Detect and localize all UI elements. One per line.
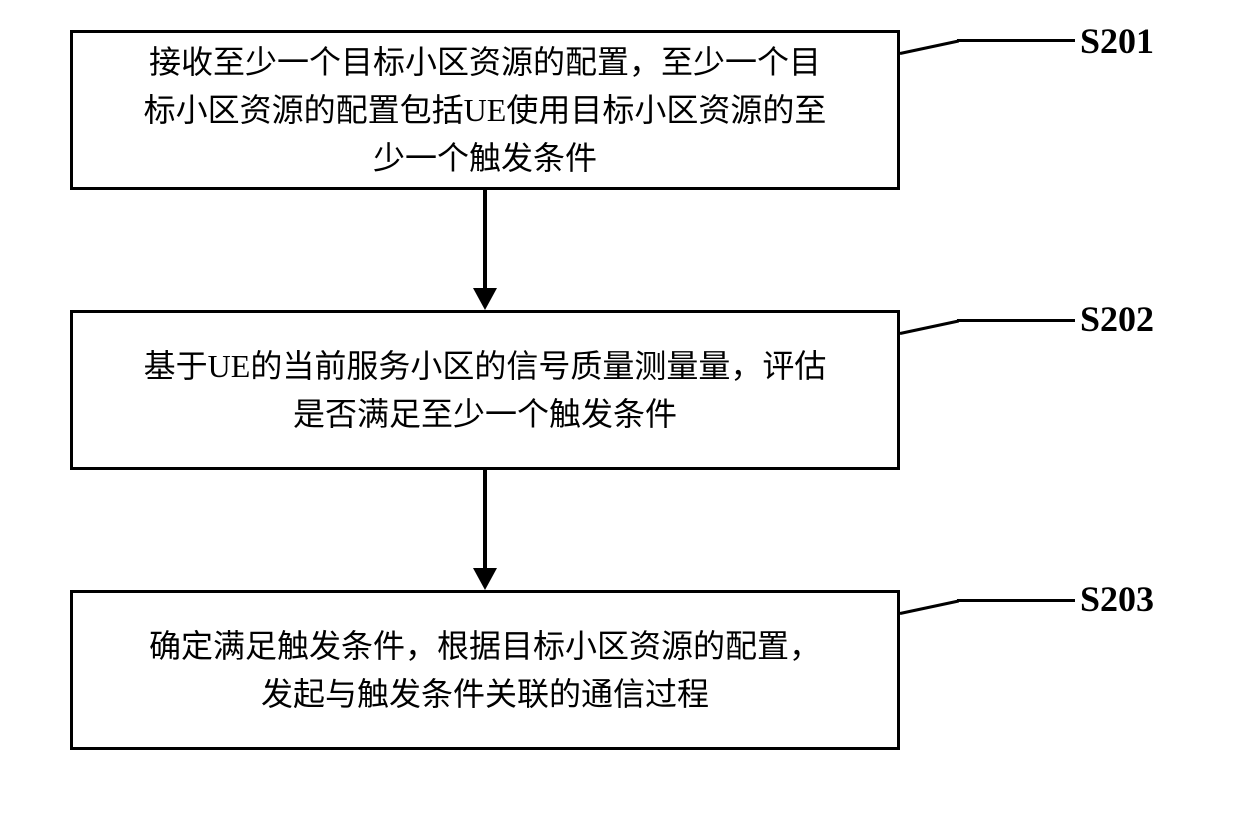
step-label-1: S201 — [1080, 20, 1154, 62]
arrow-1-line — [483, 190, 487, 288]
leader-line-2 — [900, 320, 959, 335]
step-text-2: 基于UE的当前服务小区的信号质量测量量，评估 是否满足至少一个触发条件 — [144, 342, 827, 438]
flowchart-canvas: 接收至少一个目标小区资源的配置，至少一个目 标小区资源的配置包括UE使用目标小区… — [0, 0, 1240, 824]
step-label-3: S203 — [1080, 578, 1154, 620]
leader-line-1 — [900, 40, 959, 55]
leader-line-3h — [957, 599, 1075, 602]
leader-line-3 — [900, 600, 959, 615]
arrow-2-head — [473, 568, 497, 590]
leader-line-1h — [957, 39, 1075, 42]
arrow-1-head — [473, 288, 497, 310]
step-box-2: 基于UE的当前服务小区的信号质量测量量，评估 是否满足至少一个触发条件 — [70, 310, 900, 470]
leader-line-2h — [957, 319, 1075, 322]
step-label-2: S202 — [1080, 298, 1154, 340]
step-box-3: 确定满足触发条件，根据目标小区资源的配置， 发起与触发条件关联的通信过程 — [70, 590, 900, 750]
step-box-1: 接收至少一个目标小区资源的配置，至少一个目 标小区资源的配置包括UE使用目标小区… — [70, 30, 900, 190]
step-text-1: 接收至少一个目标小区资源的配置，至少一个目 标小区资源的配置包括UE使用目标小区… — [144, 38, 827, 182]
arrow-2-line — [483, 470, 487, 568]
step-text-3: 确定满足触发条件，根据目标小区资源的配置， 发起与触发条件关联的通信过程 — [149, 622, 821, 718]
